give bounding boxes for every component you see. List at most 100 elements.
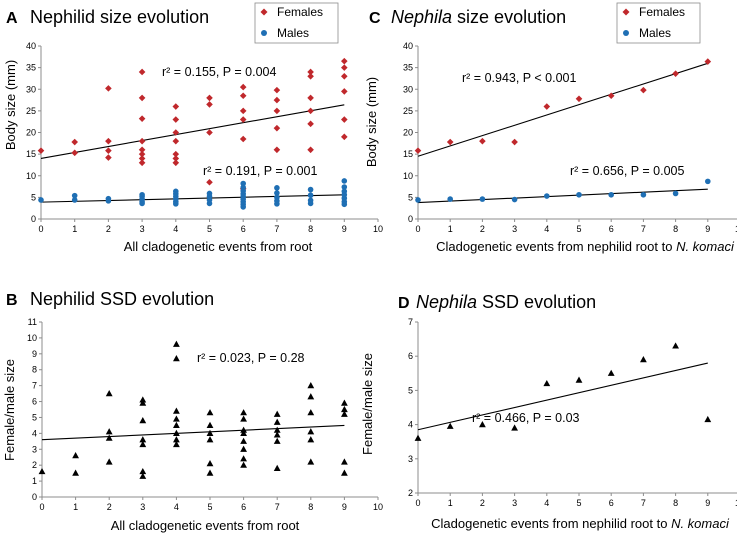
x-tick-label: 9 xyxy=(342,224,347,234)
y-tick-label: 25 xyxy=(26,106,36,116)
x-tick-label: 3 xyxy=(512,498,517,508)
data-point-females xyxy=(307,68,314,76)
x-tick-label: 5 xyxy=(207,502,212,512)
data-point-females xyxy=(273,86,281,94)
data-point-males xyxy=(173,201,179,207)
data-point-ssd xyxy=(307,458,315,465)
y-tick-label: 3 xyxy=(32,444,37,454)
data-point-females xyxy=(138,150,146,158)
legend: Females Males xyxy=(616,2,701,44)
data-point-ssd xyxy=(307,393,315,400)
data-point-females xyxy=(172,116,180,123)
data-point-ssd xyxy=(240,437,247,444)
plot-area: 2 3 4 5 6 7 0 1 2 3 4 5 6 7 8 9 10 xyxy=(408,317,737,508)
data-point-females xyxy=(239,116,247,123)
annotation-ssd: r² = 0.466, P = 0.03 xyxy=(472,411,580,425)
data-point-females xyxy=(341,116,348,123)
y-axis-label: Female/male size xyxy=(2,359,17,461)
legend-marker-males xyxy=(623,30,629,36)
data-point-ssd xyxy=(206,459,214,467)
y-tick-label: 35 xyxy=(403,63,413,73)
data-point-ssd xyxy=(206,421,214,429)
data-point-males xyxy=(479,196,486,202)
y-tick-label: 40 xyxy=(26,41,36,51)
data-point-ssd xyxy=(105,389,113,397)
data-point-females xyxy=(273,107,281,115)
data-point-ssd xyxy=(206,409,214,416)
x-tick-label: 0 xyxy=(415,498,420,508)
data-point-females xyxy=(172,103,180,110)
data-point-females xyxy=(640,86,647,94)
y-axis-label: Body size (mm) xyxy=(364,77,379,167)
x-tick-label: 4 xyxy=(173,224,178,234)
y-axis-label: Body size (mm) xyxy=(3,60,18,150)
y-tick-label: 2 xyxy=(32,460,37,470)
data-point-females xyxy=(307,146,314,154)
x-tick-label: 8 xyxy=(673,224,678,234)
data-point-ssd xyxy=(240,415,247,422)
x-axis-label-prefix: Cladogenetic events from nephilid root t… xyxy=(436,239,676,254)
x-tick-label: 3 xyxy=(512,224,517,234)
data-point-females xyxy=(138,94,146,102)
chart-title-italic: Nephila xyxy=(416,292,477,312)
x-tick-label: 6 xyxy=(241,224,246,234)
data-point-ssd xyxy=(273,418,281,425)
x-tick-label: 10 xyxy=(373,224,383,234)
y-tick-label: 9 xyxy=(32,349,37,359)
data-point-males xyxy=(71,192,78,199)
data-point-ssd xyxy=(173,440,180,448)
annotation-females: r² = 0.943, P < 0.001 xyxy=(462,71,576,85)
data-point-females xyxy=(206,129,213,136)
data-point-males xyxy=(705,178,711,185)
data-point-ssd xyxy=(307,436,315,443)
data-point-females xyxy=(172,129,180,136)
x-axis-label: All cladogenetic events from root xyxy=(111,518,300,533)
data-point-ssd xyxy=(173,421,180,429)
data-point-females xyxy=(672,70,679,77)
regression-line-males xyxy=(417,188,708,204)
legend-marker-females xyxy=(260,8,268,16)
data-point-males xyxy=(71,197,78,203)
y-tick-label: 7 xyxy=(32,381,37,391)
data-point-females xyxy=(239,135,247,143)
y-tick-label: 15 xyxy=(403,149,413,159)
data-point-males xyxy=(341,184,348,190)
data-point-males xyxy=(38,197,44,203)
data-point-males xyxy=(206,200,213,207)
data-point-females xyxy=(138,137,146,145)
data-point-ssd xyxy=(575,376,583,383)
x-axis-label-prefix: Cladogenetic events from nephilid root t… xyxy=(431,516,671,531)
y-tick-label: 35 xyxy=(26,63,36,73)
data-point-ssd xyxy=(173,407,180,414)
data-point-females xyxy=(273,124,281,132)
x-tick-label: 5 xyxy=(207,224,212,234)
data-point-males xyxy=(415,197,421,203)
legend-box xyxy=(616,2,701,44)
data-point-females xyxy=(414,147,422,154)
annotation-males: r² = 0.191, P = 0.001 xyxy=(203,164,317,178)
data-point-ssd xyxy=(72,469,79,476)
y-tick-label: 7 xyxy=(408,317,413,327)
x-tick-label: 4 xyxy=(544,224,549,234)
regression-line-females xyxy=(40,104,345,159)
data-point-males xyxy=(640,191,647,198)
x-tick-label: 3 xyxy=(140,502,145,512)
data-point-ssd xyxy=(206,469,214,476)
data-point-females xyxy=(172,155,180,162)
x-tick-label: 8 xyxy=(673,498,678,508)
panel-letter: B xyxy=(6,292,18,309)
y-tick-label: 2 xyxy=(408,488,413,498)
x-tick-label: 4 xyxy=(174,502,179,512)
data-point-females xyxy=(239,83,247,91)
x-tick-label: 2 xyxy=(480,224,485,234)
x-tick-label: 9 xyxy=(705,498,710,508)
data-point-females xyxy=(511,138,518,146)
data-point-ssd xyxy=(240,426,247,433)
y-axis-label: Female/male size xyxy=(360,353,375,455)
data-point-males xyxy=(139,200,145,207)
y-tick-label: 30 xyxy=(26,84,36,94)
chart-title: Nephilid SSD evolution xyxy=(30,289,214,309)
data-point-females xyxy=(273,146,281,154)
y-tick-label: 30 xyxy=(403,84,413,94)
